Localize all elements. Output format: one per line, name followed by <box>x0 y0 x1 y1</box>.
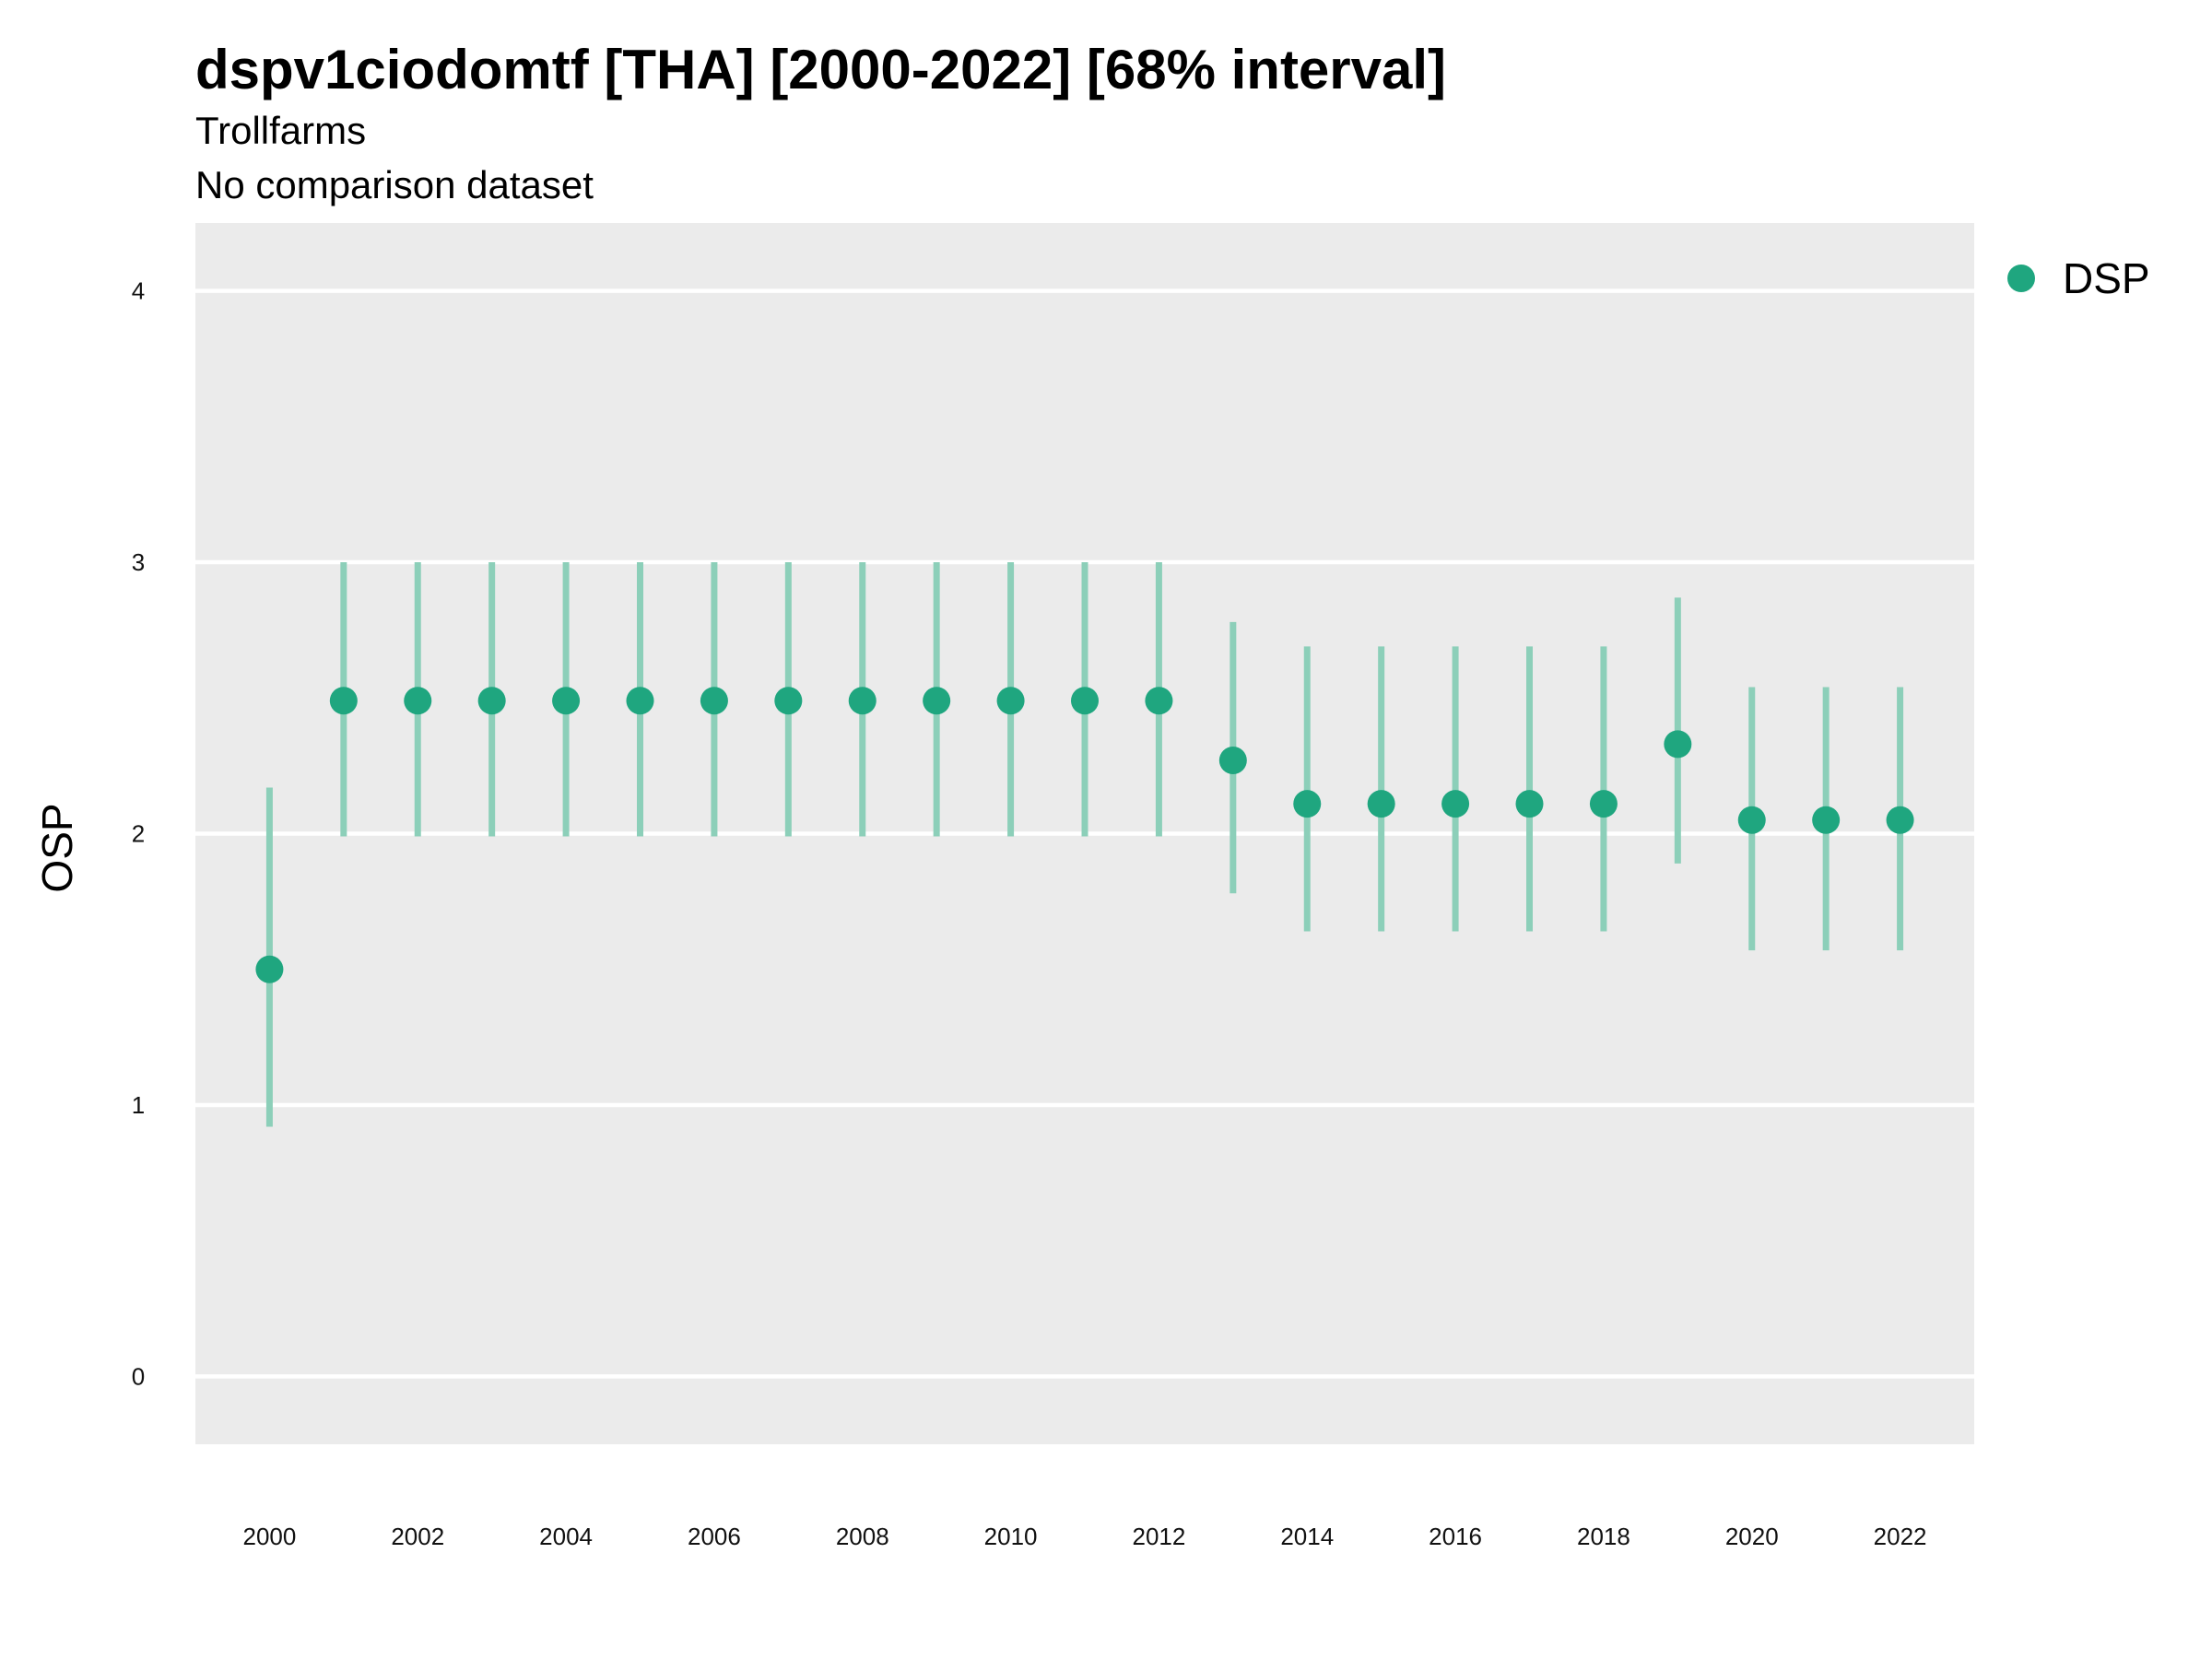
y-tick-label: 3 <box>132 548 145 576</box>
data-point <box>255 955 284 983</box>
data-point <box>626 687 654 715</box>
x-tick-label: 2008 <box>836 1523 889 1550</box>
data-point <box>1367 790 1395 818</box>
data-point <box>1589 790 1618 818</box>
data-point <box>923 687 951 715</box>
x-tick-label: 2000 <box>242 1523 296 1550</box>
data-point <box>329 687 358 715</box>
y-tick-label: 1 <box>132 1091 145 1119</box>
data-point <box>1441 790 1470 818</box>
x-tick-label: 2010 <box>984 1523 1038 1550</box>
data-point <box>1515 790 1544 818</box>
x-axis-ticks: 2000 2002 2004 2006 2008 2010 2012 2014 2016 2018… <box>242 1523 1926 1550</box>
x-tick-label: 2004 <box>539 1523 593 1550</box>
x-tick-label: 2016 <box>1429 1523 1482 1550</box>
y-tick-label: 2 <box>132 820 145 848</box>
data-point <box>774 687 803 715</box>
x-tick-label: 2014 <box>1280 1523 1334 1550</box>
chart-title: dspv1ciodomtf [THA] [2000-2022] [68% int… <box>195 39 1446 100</box>
legend: DSP <box>2007 254 2150 302</box>
chart-subtitle: Trollfarms <box>195 109 366 152</box>
y-tick-label: 4 <box>132 277 145 305</box>
data-point <box>996 687 1025 715</box>
x-tick-label: 2018 <box>1577 1523 1630 1550</box>
data-point <box>404 687 432 715</box>
data-point <box>1886 806 1914 834</box>
data-point <box>1293 790 1322 818</box>
y-axis-label: OSP <box>33 803 81 892</box>
data-point <box>1071 687 1099 715</box>
x-tick-label: 2020 <box>1725 1523 1779 1550</box>
data-point <box>700 687 728 715</box>
data-point <box>1812 806 1841 834</box>
data-point <box>552 687 581 715</box>
legend-label-dsp: DSP <box>2063 254 2150 302</box>
data-point <box>1664 730 1692 759</box>
data-point <box>477 687 506 715</box>
data-point <box>848 687 877 715</box>
x-tick-label: 2002 <box>391 1523 444 1550</box>
chart-caption-line: No comparison dataset <box>195 163 594 206</box>
legend-marker-dsp <box>2007 265 2035 292</box>
x-tick-label: 2012 <box>1132 1523 1185 1550</box>
y-tick-label: 0 <box>132 1362 145 1390</box>
data-point <box>1145 687 1173 715</box>
x-tick-label: 2022 <box>1874 1523 1927 1550</box>
data-point <box>1218 747 1247 774</box>
data-point <box>1737 806 1766 834</box>
y-axis-ticks: 0 1 2 3 4 <box>132 277 145 1391</box>
x-tick-label: 2006 <box>688 1523 741 1550</box>
data-points <box>255 687 1914 983</box>
